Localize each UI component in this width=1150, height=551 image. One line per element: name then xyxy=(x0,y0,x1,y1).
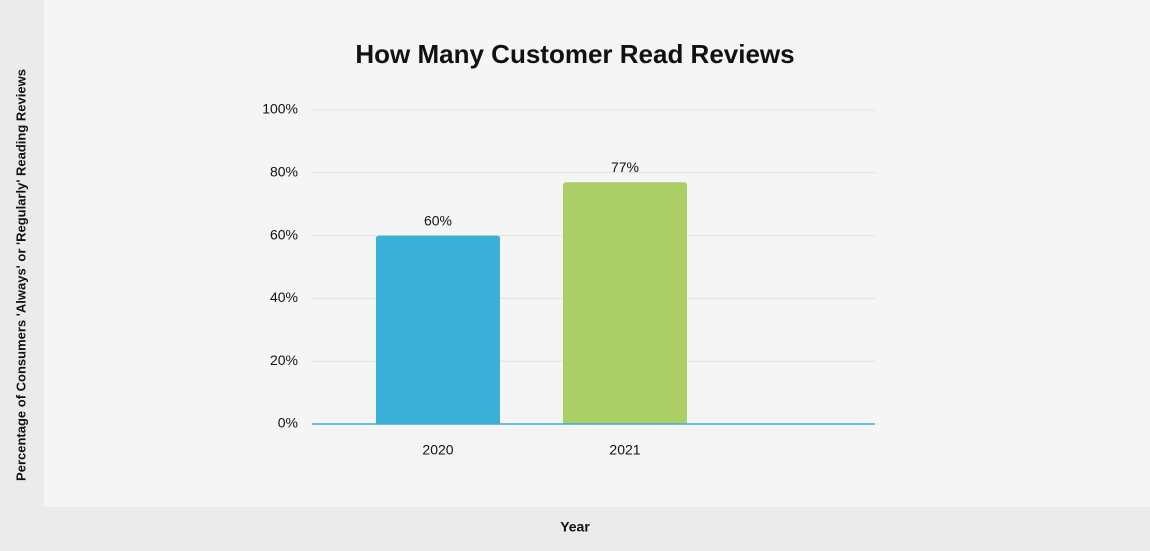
y-tick-label: 100% xyxy=(262,101,298,117)
x-tick-label: 2021 xyxy=(609,442,640,458)
y-label-strip xyxy=(0,0,44,551)
y-tick-label: 0% xyxy=(278,415,298,431)
y-tick-label: 40% xyxy=(270,289,298,305)
y-tick-label: 80% xyxy=(270,164,298,180)
x-label-strip xyxy=(44,507,1150,551)
x-axis-label: Year xyxy=(560,519,590,535)
bar xyxy=(376,235,500,424)
y-tick-label: 20% xyxy=(270,352,298,368)
bar xyxy=(563,182,687,424)
x-tick-label: 2020 xyxy=(422,442,453,458)
y-tick-label: 60% xyxy=(270,226,298,242)
data-label: 60% xyxy=(424,212,452,228)
data-label: 77% xyxy=(611,159,639,175)
chart-title: How Many Customer Read Reviews xyxy=(355,39,794,69)
y-axis-label: Percentage of Consumers 'Always' or 'Reg… xyxy=(13,69,28,481)
